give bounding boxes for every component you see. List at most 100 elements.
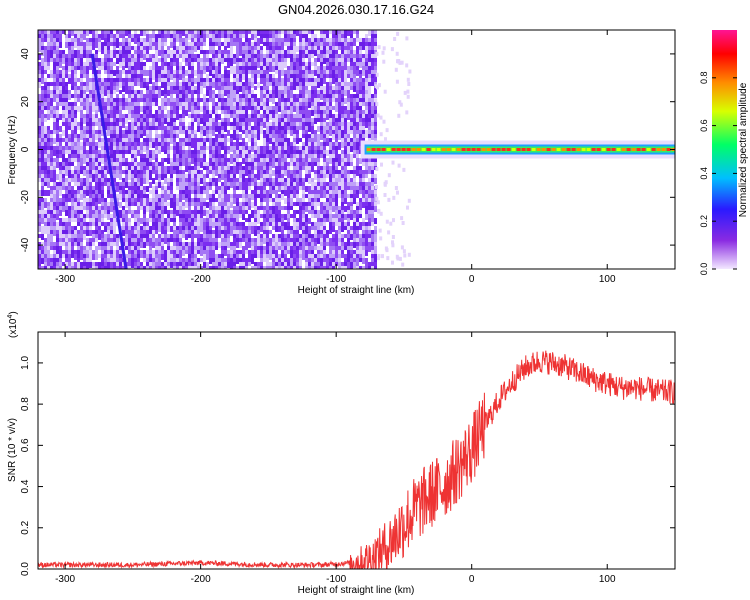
spectrogram-cell (344, 110, 347, 116)
spectrogram-cell (215, 66, 218, 72)
spectrogram-cell (227, 34, 230, 40)
spectrogram-cell (296, 66, 299, 72)
spectrogram-cell (353, 74, 356, 80)
spectrogram-cell (257, 146, 260, 150)
spectrogram-cell (341, 174, 344, 178)
spectrogram-cell (374, 78, 377, 82)
spectrogram-cell (212, 122, 215, 128)
spectrogram-cell (71, 30, 74, 36)
spectrogram-cell (305, 178, 308, 182)
spectrogram-cell (86, 166, 89, 170)
spectrogram-cell (242, 158, 245, 164)
spectrogram-cell (146, 102, 149, 108)
spectrogram-cell (215, 146, 218, 152)
spectrogram-cell (356, 110, 359, 114)
spectrogram-cell (215, 102, 218, 108)
spectrogram-cell (53, 74, 56, 78)
spectrogram-cell (326, 42, 329, 48)
spectrogram-cell (371, 162, 374, 168)
spectrogram-cell (125, 90, 128, 94)
spectrogram-cell (164, 206, 167, 210)
spectrogram-cell (68, 218, 71, 222)
spectrogram-cell (215, 182, 218, 188)
spectrogram-cell (170, 102, 173, 106)
spectrogram-cell (98, 194, 101, 200)
spectrogram-cell (320, 154, 323, 158)
spectrogram-cell (203, 206, 206, 210)
spectrogram-cell (128, 34, 131, 40)
spectrogram-cell (245, 178, 248, 184)
spectrogram-cell (86, 150, 89, 154)
spectrogram-cell (281, 62, 284, 66)
spectrogram-cell (227, 138, 230, 142)
spectrogram-cell (269, 34, 272, 38)
spectrogram-cell (227, 82, 230, 86)
spectrogram-cell (218, 54, 221, 58)
spectrogram-cell (290, 150, 293, 154)
spectrogram-cell (173, 158, 176, 162)
spectrogram-cell (119, 134, 122, 140)
spectrogram-cell (44, 30, 47, 34)
spectrogram-cell (254, 162, 257, 166)
spectrogram-cell (185, 130, 188, 134)
spectrogram-cell (83, 170, 86, 176)
spectrogram-cell (293, 174, 296, 178)
spectrogram-cell (281, 182, 284, 186)
spectrogram-cell (62, 198, 65, 202)
spectrogram-cell (236, 194, 239, 200)
spectrogram-cell (242, 206, 245, 212)
spectrogram-cell (194, 178, 197, 182)
spectrogram-cell (164, 106, 167, 110)
spectrogram-cell (188, 42, 191, 46)
spectrogram-cell (89, 86, 92, 90)
spectrogram-cell (185, 102, 188, 108)
spectrogram-cell (248, 70, 251, 74)
spectrogram-cell (290, 158, 293, 162)
spectrogram-cell (299, 98, 302, 104)
spectrogram-cell (347, 206, 350, 212)
spectrogram-cell (233, 190, 236, 196)
spectrogram-cell (263, 182, 266, 188)
spectrogram-cell (296, 190, 299, 196)
spectrogram-cell (368, 130, 371, 136)
spectrogram-cell (152, 170, 155, 174)
spectrogram-cell (347, 46, 350, 50)
spectrogram-cell (98, 126, 101, 130)
spectrogram-cell (161, 90, 164, 96)
spectrogram-cell (176, 62, 179, 68)
spectrogram-cell (170, 106, 173, 110)
spectrogram-cell (185, 194, 188, 198)
spectrogram-cell (218, 114, 221, 120)
spectrogram-cell (182, 130, 185, 134)
spectrogram-cell (170, 110, 173, 116)
spectrogram-cell (215, 78, 218, 84)
spectrogram-cell (350, 30, 353, 34)
spectrogram-cell (203, 42, 206, 46)
spectrogram-cell (182, 138, 185, 144)
spectrogram-cell (257, 170, 260, 174)
spectrogram-cell (101, 146, 104, 152)
spectrogram-cell (260, 202, 263, 206)
spectrogram-cell (347, 94, 350, 98)
spectrogram-cell (248, 138, 251, 142)
spectrogram-cell (113, 70, 116, 76)
spectrogram-cell (62, 178, 65, 182)
spectrogram-cell (161, 66, 164, 72)
spectrogram-cell (143, 194, 146, 198)
spectrogram-cell (299, 86, 302, 90)
spectrogram-cell (281, 30, 284, 34)
spectrogram-cell (170, 202, 173, 208)
spectrogram-cell (245, 126, 248, 132)
spectrogram-cell (56, 114, 59, 120)
spectrogram-cell (218, 226, 221, 232)
spectrogram-cell (257, 42, 260, 46)
spectrogram-cell (350, 70, 353, 76)
spectrogram-cell (290, 98, 293, 102)
spectrogram-cell (134, 126, 137, 132)
spectrogram-cell (311, 198, 314, 204)
spectrogram-cell (308, 146, 311, 152)
spectrogram-cell (362, 198, 365, 204)
spectrogram-cell (80, 126, 83, 130)
spectrogram-cell (263, 226, 266, 230)
spectrogram-cell (299, 182, 302, 188)
